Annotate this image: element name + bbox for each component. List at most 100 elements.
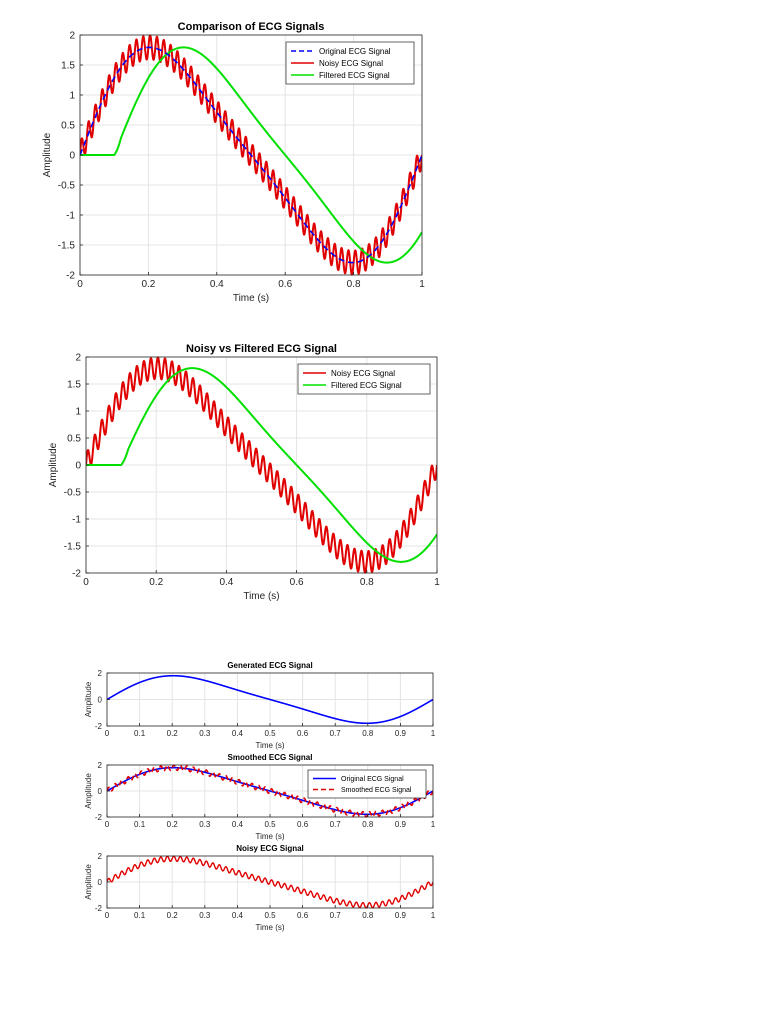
y-tick-label: 0 (98, 695, 103, 704)
x-tick-label: 0.4 (210, 279, 224, 290)
x-tick-label: 0 (105, 729, 110, 738)
chart-4: 0 0.1 0.2 0.3 0.4 0.5 0.6 0.7 0.8 0.9 1-202Smoothe… (84, 753, 436, 841)
x-tick-label: 0.6 (278, 279, 292, 290)
legend: Original ECG Signal Noisy ECG Signal Filte… (285, 41, 415, 85)
y-axis-label: Amplitude (42, 132, 53, 177)
x-tick-label: 0.4 (232, 820, 244, 829)
x-tick-label: 1 (431, 820, 436, 829)
x-tick-label: 0.8 (362, 820, 374, 829)
y-tick-label: 2 (75, 353, 81, 364)
series-noisy-ecg-signal (107, 855, 433, 909)
y-axis-label: Amplitude (84, 864, 93, 900)
legend-label: Filtered ECG Signal (331, 381, 402, 390)
x-tick-label: 0 (83, 577, 89, 588)
y-tick-label: 1.5 (67, 380, 81, 391)
x-tick-label: 0 (105, 820, 110, 829)
x-axis-label: Time (s) (255, 832, 284, 841)
chart-title: Noisy vs Filtered ECG Signal (186, 343, 337, 355)
x-tick-label: 0.8 (362, 729, 374, 738)
legend-label: Noisy ECG Signal (319, 59, 383, 68)
chart-title: Generated ECG Signal (227, 661, 312, 670)
y-tick-label: -2 (95, 722, 103, 731)
y-tick-label: 2 (98, 669, 103, 678)
x-tick-label: 0 (105, 911, 110, 920)
y-tick-label: -2 (66, 271, 75, 282)
y-tick-label: 0 (98, 787, 103, 796)
legend-box (297, 363, 431, 395)
y-axis-label: Amplitude (84, 773, 93, 809)
x-tick-label: 0.7 (330, 911, 342, 920)
y-tick-label: 0.5 (61, 121, 75, 132)
x-tick-label: 0.8 (362, 911, 374, 920)
series-noisy-ecg-signal (86, 356, 437, 574)
x-axis-label: Time (s) (243, 591, 279, 602)
legend-box (307, 769, 427, 799)
x-tick-label: 0.3 (199, 911, 211, 920)
x-tick-label: 0.4 (232, 729, 244, 738)
x-tick-label: 0.5 (264, 820, 276, 829)
series-generated-ecg-signal (107, 674, 433, 725)
x-tick-label: 0.6 (297, 820, 309, 829)
legend-label: Original ECG Signal (341, 776, 404, 783)
y-tick-label: 0 (75, 461, 81, 472)
x-axis-label: Time (s) (255, 923, 284, 932)
x-tick-label: 0.3 (199, 729, 211, 738)
chart-title: Smoothed ECG Signal (228, 753, 313, 762)
legend-label: Smoothed ECG Signal (341, 787, 412, 794)
x-tick-label: 0.2 (167, 729, 179, 738)
y-tick-label: -1.5 (64, 542, 82, 553)
legend-label: Original ECG Signal (319, 47, 391, 56)
legend-label: Filtered ECG Signal (319, 71, 390, 80)
series-filtered-ecg-signal (86, 367, 437, 563)
x-tick-label: 0.1 (134, 729, 146, 738)
x-tick-label: 0.5 (264, 911, 276, 920)
y-tick-label: 2 (69, 31, 75, 42)
y-tick-label: -1.5 (58, 241, 76, 252)
x-tick-label: 0.2 (167, 911, 179, 920)
y-axis-label: Amplitude (48, 442, 59, 487)
y-tick-label: 1.5 (61, 61, 75, 72)
y-tick-label: -2 (72, 569, 81, 580)
series-original-ecg-signal-overlay (80, 46, 422, 264)
series-original-ecg-signal (107, 766, 433, 816)
y-tick-label: 0 (69, 151, 75, 162)
x-tick-label: 0.9 (395, 729, 407, 738)
chart-3: 0 0.1 0.2 0.3 0.4 0.5 0.6 0.7 0.8 0.9 1-202Generat… (84, 661, 436, 750)
chart-1: 0 0.2 0.4 0.6 0.8 1 -2 -1.5 -1 -0.5 0 0.5 1 1.5 2 Compa… (42, 21, 425, 304)
x-tick-label: 0.4 (219, 577, 233, 588)
x-tick-label: 1 (431, 911, 436, 920)
y-tick-label: 2 (98, 852, 103, 861)
x-tick-label: 0 (77, 279, 83, 290)
y-tick-label: 0 (98, 878, 103, 887)
x-tick-label: 0.6 (290, 577, 304, 588)
y-tick-label: -1 (72, 515, 81, 526)
x-tick-label: 0.2 (149, 577, 163, 588)
y-tick-label: 1 (75, 407, 81, 418)
x-tick-label: 0.9 (395, 820, 407, 829)
x-tick-label: 0.3 (199, 820, 211, 829)
x-tick-label: 0.2 (141, 279, 155, 290)
y-tick-label: 1 (69, 91, 75, 102)
x-axis-label: Time (s) (233, 293, 269, 304)
x-tick-label: 0.1 (134, 911, 146, 920)
y-tick-label: 0.5 (67, 434, 81, 445)
x-tick-label: 0.7 (330, 820, 342, 829)
x-tick-label: 1 (431, 729, 436, 738)
y-axis-label: Amplitude (84, 681, 93, 717)
legend: Original ECG Signal Smoothed ECG Signal (307, 769, 427, 799)
chart-2: 0 0.2 0.4 0.6 0.8 1 -2 -1.5 -1 -0.5 0 0.5 1 1.5 2 Noisy… (48, 343, 440, 602)
chart-title: Noisy ECG Signal (236, 844, 304, 853)
legend: Noisy ECG Signal Filtered ECG Signal (297, 363, 431, 395)
x-tick-label: 0.5 (264, 729, 276, 738)
x-tick-label: 1 (419, 279, 425, 290)
x-tick-label: 0.1 (134, 820, 146, 829)
y-tick-label: -0.5 (58, 181, 76, 192)
x-axis-label: Time (s) (255, 741, 284, 750)
legend-label: Noisy ECG Signal (331, 369, 395, 378)
y-tick-label: -1 (66, 211, 75, 222)
y-tick-label: -2 (95, 813, 103, 822)
y-tick-label: -2 (95, 904, 103, 913)
chart-title: Comparison of ECG Signals (178, 21, 325, 33)
